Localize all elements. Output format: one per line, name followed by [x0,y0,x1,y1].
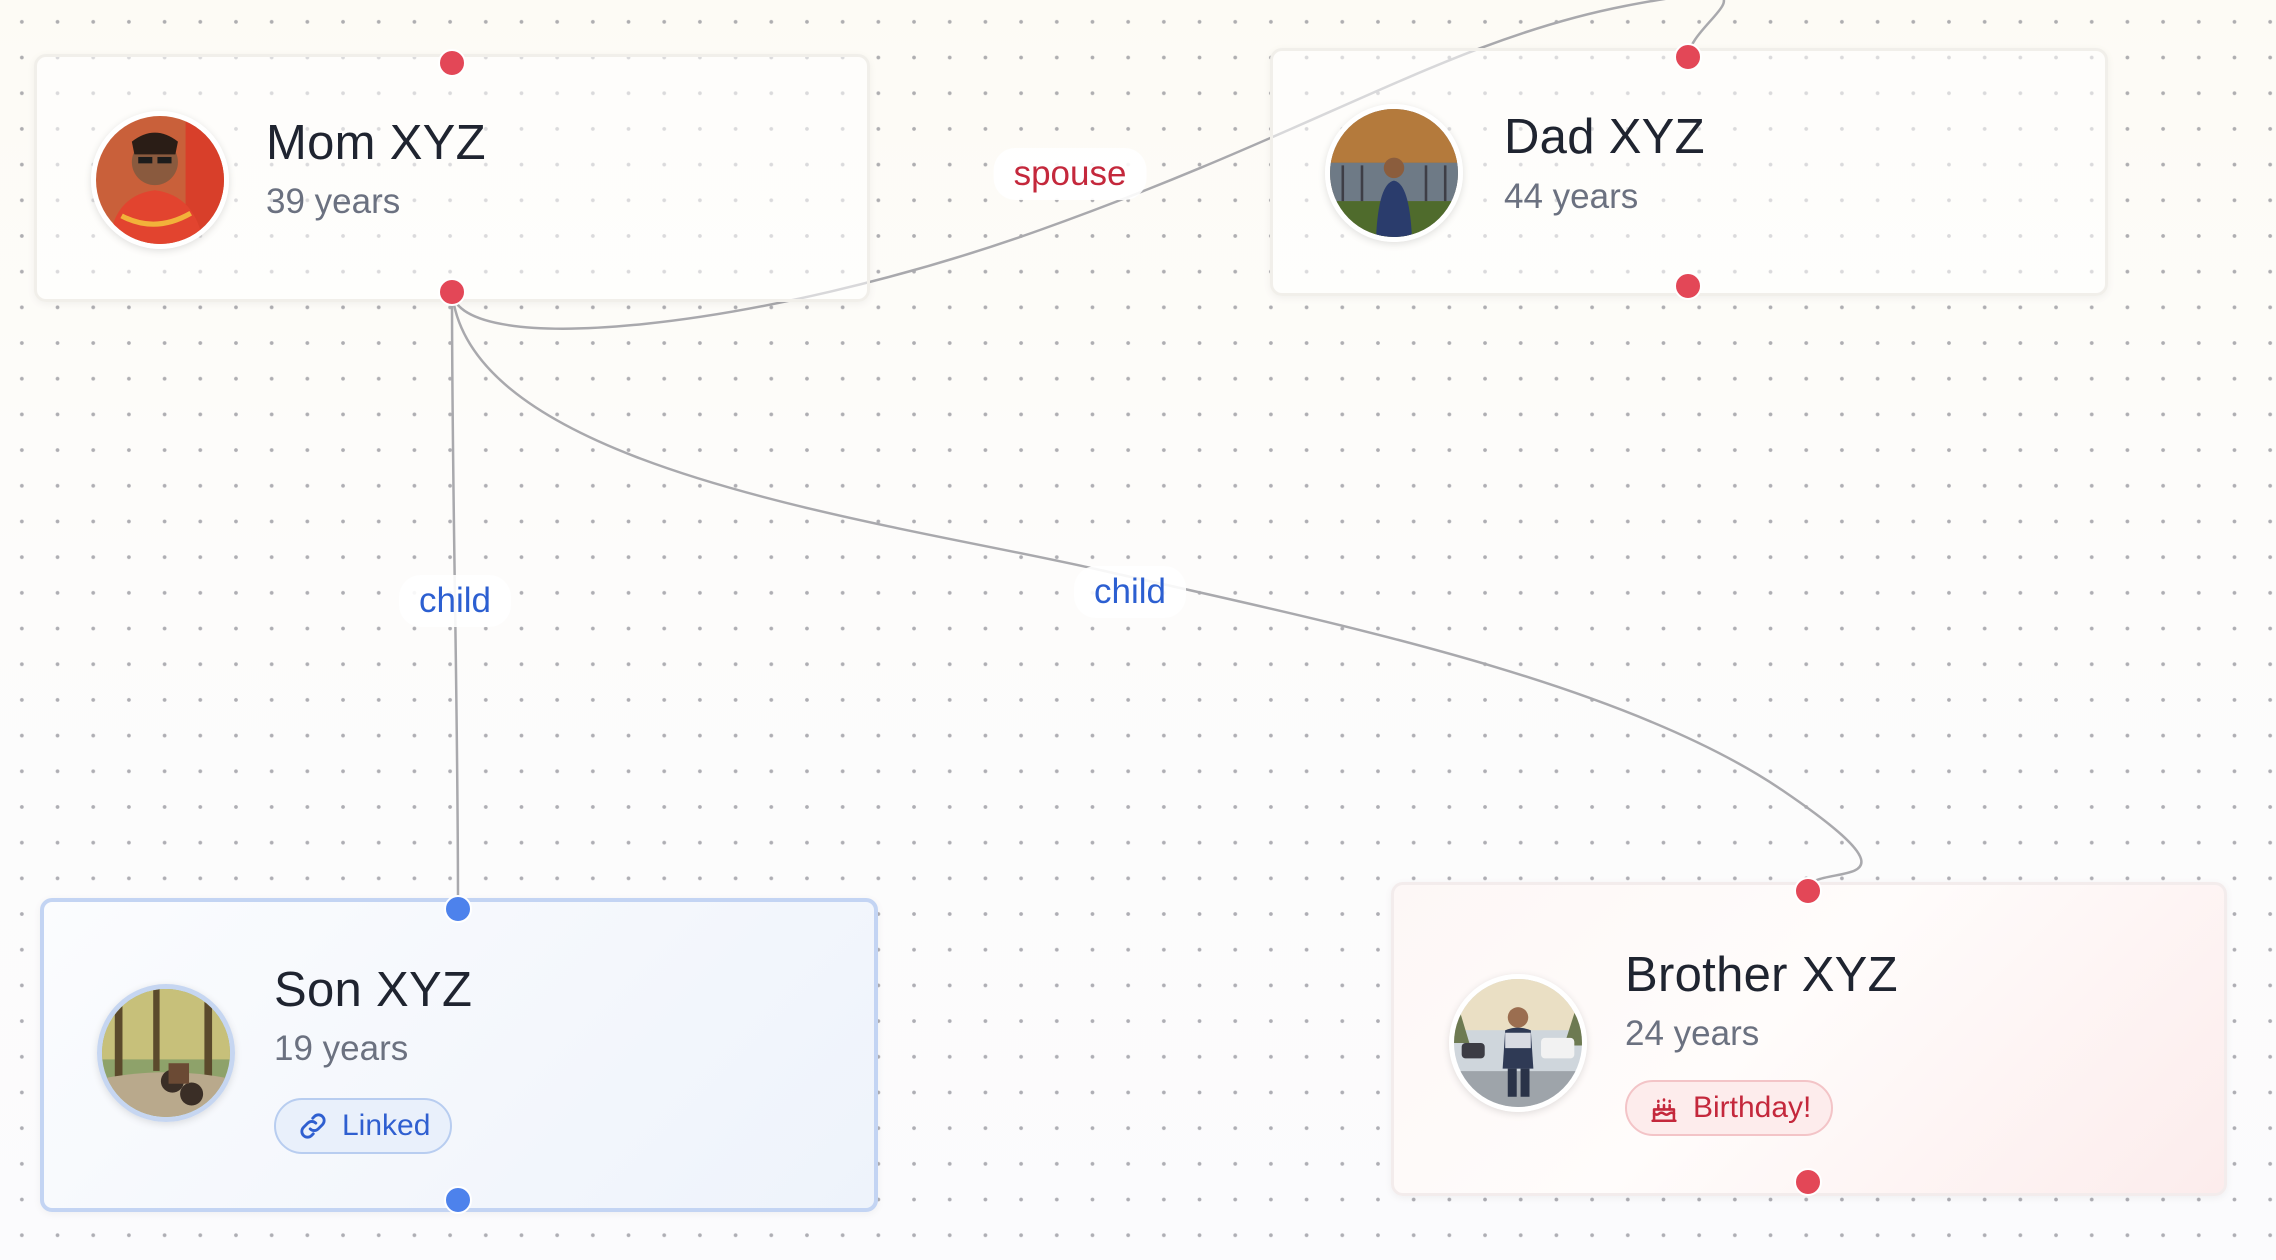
brother-bottom-handle[interactable] [1794,1168,1822,1196]
person-node-mom[interactable]: Mom XYZ 39 years [34,54,870,302]
link-icon [300,1113,326,1139]
person-node-son[interactable]: Son XYZ 19 years Linked [40,898,878,1212]
son-top-handle[interactable] [444,895,472,923]
edge-label-child-brother[interactable]: child [1074,566,1186,618]
person-age: 44 years [1504,177,1639,216]
mom-photo-icon [96,116,224,244]
avatar-son[interactable] [97,984,235,1122]
dad-top-handle[interactable] [1674,43,1702,71]
person-age: 19 years [274,1029,409,1068]
avatar-mom[interactable] [91,111,229,249]
edge-child-brother[interactable] [450,291,1863,891]
linked-badge-label: Linked [342,1109,431,1142]
mom-bottom-handle[interactable] [438,278,466,306]
dad-photo-icon [1330,109,1458,237]
dad-bottom-handle[interactable] [1674,272,1702,300]
person-age: 24 years [1625,1014,1760,1053]
birthday-badge[interactable]: Birthday! [1625,1080,1834,1136]
person-name: Dad XYZ [1504,110,1705,164]
cake-icon [1651,1098,1677,1123]
person-node-brother[interactable]: Brother XYZ 24 years Birthday! [1391,882,2227,1196]
avatar-dad[interactable] [1325,104,1463,242]
brother-photo-icon [1454,979,1582,1107]
edge-label-spouse[interactable]: spouse [993,148,1147,200]
person-node-dad[interactable]: Dad XYZ 44 years [1270,48,2108,296]
person-age: 39 years [266,182,401,221]
son-bottom-handle[interactable] [444,1186,472,1214]
brother-top-handle[interactable] [1794,877,1822,905]
linked-badge[interactable]: Linked [274,1098,453,1154]
edge-label-child-son[interactable]: child [399,575,511,627]
mom-top-handle[interactable] [438,49,466,77]
person-name: Brother XYZ [1625,948,1898,1002]
son-photo-icon [102,989,230,1117]
avatar-brother[interactable] [1449,974,1587,1112]
person-name: Son XYZ [274,963,473,1017]
person-name: Mom XYZ [266,116,486,170]
birthday-badge-label: Birthday! [1693,1091,1812,1124]
